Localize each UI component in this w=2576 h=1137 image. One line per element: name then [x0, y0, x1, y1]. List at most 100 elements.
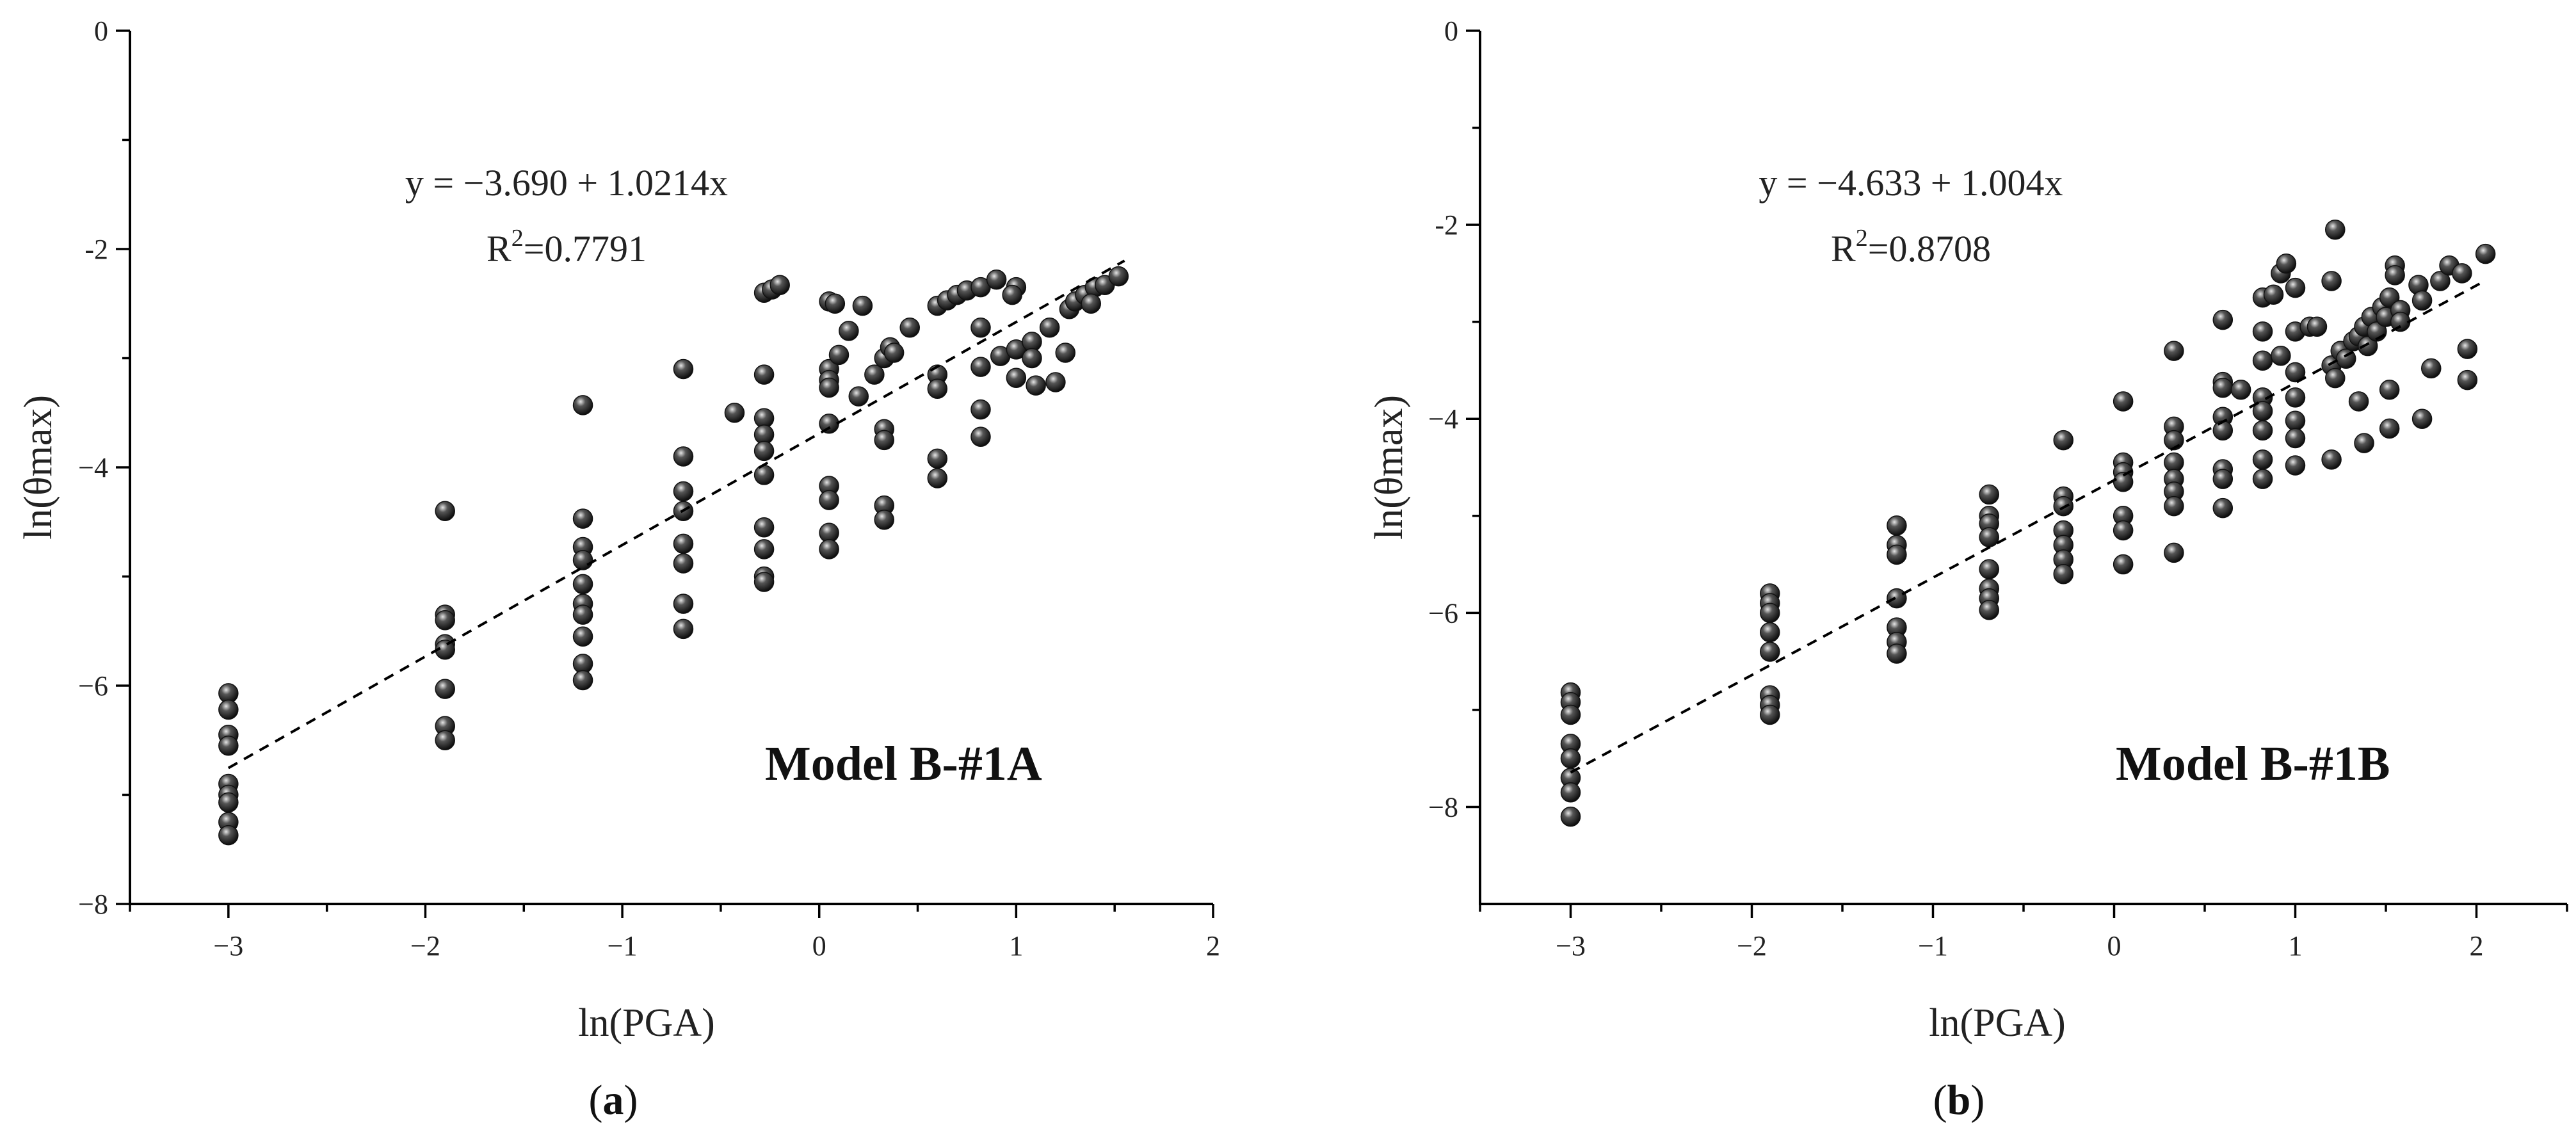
- scatter-points-a: [218, 266, 1129, 846]
- y-tick-label-a-1: −6: [78, 670, 108, 702]
- r-squared-a: R2=0.7791: [487, 225, 647, 270]
- data-point-a-32: [673, 553, 694, 574]
- data-point-b-55: [2212, 377, 2234, 398]
- data-point-b-6: [1560, 782, 1581, 803]
- data-point-b-74: [2285, 277, 2306, 298]
- data-point-b-16: [1887, 515, 1907, 536]
- x-tick-label-a-2: −1: [608, 930, 638, 962]
- data-point-a-24: [572, 626, 593, 647]
- y-tick-label-b-0: −8: [1428, 791, 1458, 823]
- data-point-a-14: [435, 679, 455, 699]
- data-point-a-35: [724, 403, 745, 423]
- data-point-a-28: [673, 446, 694, 467]
- data-point-b-4: [1560, 748, 1581, 769]
- data-point-b-77: [2285, 387, 2306, 408]
- data-point-b-87: [2321, 449, 2342, 470]
- x-tick-label-a-4: 1: [1009, 930, 1023, 962]
- data-point-a-33: [673, 593, 694, 614]
- data-point-b-45: [2164, 341, 2184, 361]
- data-point-a-21: [572, 574, 593, 595]
- data-point-b-64: [2252, 350, 2273, 371]
- data-point-a-45: [753, 539, 775, 560]
- data-point-a-31: [673, 533, 694, 554]
- data-point-b-26: [1979, 527, 1999, 547]
- fit-line-b: [1570, 279, 2486, 774]
- data-point-b-82: [2306, 316, 2328, 337]
- data-point-b-57: [2212, 420, 2234, 441]
- data-point-a-57: [819, 539, 839, 560]
- data-point-b-102: [2379, 418, 2400, 439]
- x-tick-label-b-2: −1: [1918, 930, 1948, 962]
- model-label-a: Model B-#1A: [765, 737, 1042, 791]
- data-point-a-27: [673, 359, 694, 380]
- data-point-a-59: [839, 321, 859, 341]
- data-point-a-62: [864, 364, 885, 385]
- x-tick-label-b-5: 2: [2470, 930, 2484, 962]
- y-axis-label-a: ln(θmax): [17, 395, 60, 540]
- data-point-b-116: [2475, 243, 2496, 264]
- data-point-b-38: [2113, 391, 2134, 412]
- data-point-a-29: [673, 481, 694, 502]
- chart-panel-b: −3 −2 −1 0 1 2 −8−6−4-20 y = −4.633 + 1.004x …: [1367, 15, 2568, 1124]
- x-tick-label-b-0: −3: [1556, 930, 1586, 962]
- data-point-b-83: [2321, 271, 2342, 291]
- x-tick-label-a-0: −3: [213, 930, 243, 962]
- data-point-a-83: [970, 318, 991, 338]
- data-point-b-76: [2285, 362, 2306, 383]
- y-tick-label-b-2: −4: [1428, 403, 1458, 435]
- data-point-b-61: [2230, 380, 2251, 400]
- data-point-a-80: [927, 378, 948, 399]
- data-point-a-39: [753, 364, 775, 385]
- data-point-a-38: [769, 275, 790, 296]
- data-point-a-17: [572, 395, 593, 415]
- data-point-b-72: [2276, 253, 2297, 274]
- data-point-b-31: [2053, 430, 2074, 451]
- y-tick-label-a-0: −8: [78, 889, 108, 920]
- data-point-b-84: [2325, 219, 2346, 240]
- x-ticks-a: −3 −2 −1 0 1 2: [129, 904, 1220, 962]
- data-point-a-92: [1026, 375, 1046, 396]
- data-point-a-18: [572, 508, 593, 529]
- data-point-b-114: [2457, 339, 2478, 359]
- data-point-a-52: [819, 377, 839, 398]
- data-point-a-26: [572, 670, 593, 691]
- data-point-b-73: [2271, 345, 2291, 366]
- data-point-a-69: [874, 510, 894, 530]
- data-point-a-84: [970, 357, 991, 377]
- data-point-b-115: [2457, 369, 2478, 391]
- data-point-a-86: [970, 426, 991, 448]
- panel-letter-a: a: [603, 1077, 624, 1124]
- data-point-b-99: [2348, 391, 2369, 412]
- y-tick-label-a-3: -2: [85, 234, 108, 265]
- x-tick-label-b-3: 0: [2107, 930, 2121, 962]
- data-point-a-61: [852, 295, 873, 316]
- data-point-a-20: [572, 550, 593, 570]
- panel-caption-b: (b): [1933, 1077, 1985, 1124]
- data-point-a-67: [874, 430, 894, 451]
- data-point-a-47: [753, 572, 775, 592]
- data-point-a-3: [218, 736, 239, 756]
- x-axis-label-b: ln(PGA): [1929, 1001, 2066, 1045]
- data-point-b-23: [1979, 484, 1999, 505]
- data-point-a-58: [828, 344, 849, 366]
- data-point-b-11: [1760, 622, 1780, 643]
- data-point-b-78: [2285, 410, 2306, 431]
- data-point-a-16: [435, 730, 455, 750]
- data-point-a-100: [1081, 293, 1102, 314]
- r-squared-sup-a: 2: [511, 225, 524, 252]
- data-point-b-109: [2411, 408, 2433, 429]
- data-point-a-102: [1108, 266, 1129, 287]
- data-point-b-19: [1887, 588, 1907, 609]
- data-point-a-91: [1022, 348, 1042, 369]
- x-tick-label-a-3: 0: [812, 930, 826, 962]
- data-point-a-44: [753, 517, 775, 538]
- data-point-a-60: [848, 386, 869, 407]
- data-point-a-6: [218, 792, 239, 813]
- data-point-b-101: [2379, 380, 2400, 400]
- panel-caption-a: (a): [589, 1077, 638, 1124]
- r-squared-value-b: =0.8708: [1868, 228, 1991, 270]
- data-point-b-63: [2252, 321, 2273, 342]
- data-point-b-110: [2421, 358, 2442, 379]
- data-point-a-9: [435, 501, 455, 521]
